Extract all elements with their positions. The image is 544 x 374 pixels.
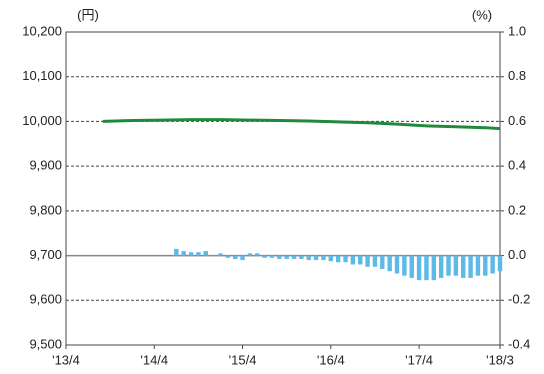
y2-tick-label: 0.2 xyxy=(508,202,526,217)
y2-tick-label: 0.0 xyxy=(508,247,526,262)
bar xyxy=(446,255,451,276)
y2-tick-label: 0.6 xyxy=(508,113,526,128)
bar xyxy=(490,255,495,274)
bar xyxy=(497,255,503,272)
bar xyxy=(438,255,444,278)
x-tick-label: '17/4 xyxy=(405,352,433,367)
plot-frame xyxy=(65,31,501,346)
bar xyxy=(225,255,231,258)
bar xyxy=(313,255,319,261)
bar xyxy=(240,255,245,261)
bar xyxy=(196,252,201,256)
bar xyxy=(409,255,414,278)
x-tick-label: '16/4 xyxy=(317,352,345,367)
bar xyxy=(299,255,304,259)
bar xyxy=(424,255,429,281)
y-tick-label: 9,600 xyxy=(29,292,62,307)
y2-tick-label: 0.4 xyxy=(508,158,526,173)
bar xyxy=(247,253,253,256)
bar xyxy=(394,255,400,274)
bar xyxy=(453,255,459,276)
bar xyxy=(468,255,473,278)
bar xyxy=(380,255,385,269)
bar xyxy=(483,255,488,276)
y-tick-label: 9,500 xyxy=(29,336,62,351)
bar xyxy=(387,255,392,272)
bar xyxy=(269,255,275,258)
bar xyxy=(218,253,223,256)
bar xyxy=(402,255,407,276)
bar xyxy=(343,255,348,263)
bar xyxy=(262,255,267,258)
y2-tick-label: 1.0 xyxy=(508,23,526,38)
y-tick-label: 9,700 xyxy=(29,247,62,262)
y2-unit: (%) xyxy=(472,7,492,22)
y2-tick-label: -0.4 xyxy=(508,336,530,351)
y-tick-label: 10,200 xyxy=(22,23,62,38)
bar xyxy=(350,255,356,265)
bar xyxy=(291,255,297,259)
bar xyxy=(335,255,341,263)
y-tick-label: 10,000 xyxy=(22,113,62,128)
x-tick-label: '18/3 xyxy=(486,352,514,367)
bar xyxy=(461,255,466,278)
line xyxy=(102,118,501,131)
bar xyxy=(174,248,179,256)
bar xyxy=(475,255,481,276)
x-tick-label: '13/4 xyxy=(52,352,80,367)
y2-tick-label: -0.2 xyxy=(508,292,530,307)
bar xyxy=(203,251,208,256)
bar xyxy=(328,255,334,262)
bar xyxy=(431,255,437,281)
bar xyxy=(188,252,194,256)
bar xyxy=(306,255,311,261)
bar xyxy=(181,251,186,256)
bar xyxy=(321,255,326,261)
y2-tick-label: 0.8 xyxy=(508,68,526,83)
bar xyxy=(255,253,260,256)
bar xyxy=(365,255,370,267)
bar xyxy=(277,255,282,259)
y-tick-label: 9,800 xyxy=(29,202,62,217)
bar xyxy=(232,255,238,259)
bar xyxy=(416,255,422,281)
y-tick-label: 9,900 xyxy=(29,158,62,173)
y-tick-label: 10,100 xyxy=(22,68,62,83)
x-tick-label: '14/4 xyxy=(140,352,168,367)
y-unit: (円) xyxy=(77,7,99,22)
bar xyxy=(284,255,289,259)
bar xyxy=(372,255,378,267)
x-tick-label: '15/4 xyxy=(229,352,257,367)
bar xyxy=(358,255,363,265)
